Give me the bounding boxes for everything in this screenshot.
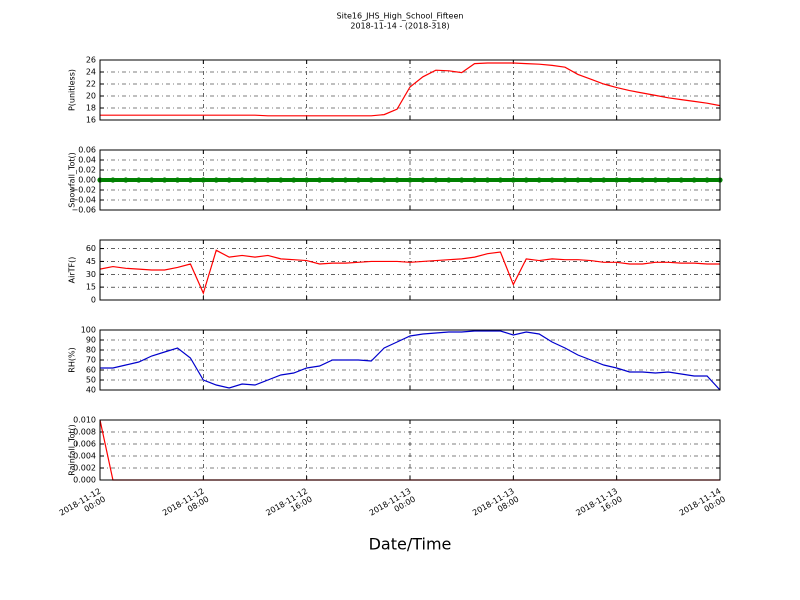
y-tick-label: 0.000 <box>73 476 96 485</box>
y-tick-label: 0.00 <box>78 176 96 185</box>
y-tick-label: 22 <box>86 80 96 89</box>
chart-subtitle: 2018-11-14 - (2018-318) <box>350 22 449 31</box>
plot-frame <box>99 419 721 481</box>
y-tick-label: 90 <box>86 336 96 345</box>
y-tick-label: 0.004 <box>73 452 96 461</box>
chart-title: Site16_JHS_High_School_Fifteen <box>337 12 464 21</box>
y-tick-label: 0.010 <box>73 416 96 425</box>
y-tick-label: 0 <box>91 296 96 305</box>
y-tick-label: 0.04 <box>78 156 96 165</box>
y-tick-label: 26 <box>86 56 96 65</box>
data-line <box>100 62 721 117</box>
y-tick-label: 80 <box>86 346 96 355</box>
y-tick-label: 18 <box>86 104 96 113</box>
y-tick-label: 50 <box>86 376 96 385</box>
y-axis-label: Snowfall_Tot() <box>68 152 77 208</box>
y-tick-label: 20 <box>86 92 96 101</box>
y-tick-label: −0.02 <box>71 186 96 195</box>
y-tick-label: 0.006 <box>73 440 96 449</box>
y-axis-label: Rainfall_Tot() <box>68 424 77 476</box>
plot-frame <box>99 239 721 301</box>
y-tick-label: 15 <box>86 283 96 292</box>
y-tick-label: −0.04 <box>71 196 96 205</box>
y-tick-label: 45 <box>86 257 96 266</box>
y-tick-label: 0.02 <box>78 166 96 175</box>
x-axis-label: Date/Time <box>369 535 452 554</box>
y-tick-label: 24 <box>86 68 96 77</box>
y-tick-label: 70 <box>86 356 96 365</box>
y-tick-label: 16 <box>86 116 96 125</box>
y-tick-label: 0.002 <box>73 464 96 473</box>
y-tick-label: 60 <box>86 244 96 253</box>
y-axis-label: P(unitless) <box>68 69 77 111</box>
plot-frame <box>99 59 721 121</box>
y-tick-label: −0.06 <box>71 206 96 215</box>
y-axis-label: RH(%) <box>68 347 77 372</box>
y-tick-label: 100 <box>81 326 96 335</box>
plot-frame <box>99 149 721 211</box>
y-tick-label: 0.008 <box>73 428 96 437</box>
y-tick-label: 40 <box>86 386 96 395</box>
y-axis-label: AirTF() <box>68 257 77 284</box>
plot-frame <box>99 329 721 391</box>
data-line <box>100 330 721 391</box>
y-tick-label: 0.06 <box>78 146 96 155</box>
data-line <box>99 249 720 295</box>
y-tick-label: 30 <box>86 270 96 279</box>
y-tick-label: 60 <box>86 366 96 375</box>
